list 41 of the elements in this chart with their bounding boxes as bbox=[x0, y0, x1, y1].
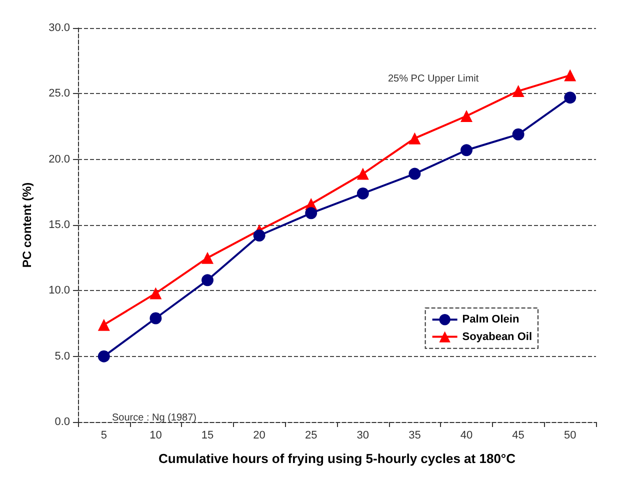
point bbox=[305, 207, 318, 220]
x-tick-label: 15 bbox=[201, 430, 214, 442]
annotation: 25% PC Upper Limit bbox=[388, 74, 479, 84]
point bbox=[512, 85, 524, 98]
y-tick-label: 20.0 bbox=[48, 153, 70, 166]
x-tick-label: 5 bbox=[100, 430, 107, 442]
legend-label: Palm Olein bbox=[462, 314, 520, 326]
x-tick-label: 25 bbox=[304, 430, 318, 442]
legend-label: Soyabean Oil bbox=[462, 330, 532, 343]
y-tick-label: 10.0 bbox=[48, 284, 70, 297]
point bbox=[98, 318, 110, 331]
annotation: Source : Ng (1987) bbox=[112, 412, 196, 424]
point bbox=[408, 132, 421, 144]
point bbox=[253, 230, 266, 242]
y-axis-title: PC content (%) bbox=[20, 182, 34, 268]
point bbox=[150, 312, 162, 324]
point bbox=[408, 168, 421, 180]
point bbox=[460, 110, 472, 122]
x-tick-label: 35 bbox=[408, 430, 421, 442]
point bbox=[460, 144, 472, 156]
y-tick-label: 25.0 bbox=[48, 88, 70, 100]
x-tick-label: 45 bbox=[512, 430, 524, 442]
y-tick-label: 5.0 bbox=[54, 350, 70, 362]
x-tick-label: 20 bbox=[253, 430, 266, 442]
x-axis-title: Cumulative hours of frying using 5-hourly cycles at 180°C bbox=[158, 451, 516, 466]
y-tick-label: 0.0 bbox=[54, 416, 70, 428]
point bbox=[150, 287, 162, 300]
point bbox=[356, 187, 369, 200]
x-tick-label: 30 bbox=[356, 430, 370, 442]
x-tick-label: 50 bbox=[564, 430, 576, 442]
point bbox=[512, 128, 524, 140]
y-tick-label: 30.0 bbox=[48, 22, 70, 34]
point bbox=[98, 350, 110, 362]
point bbox=[202, 252, 214, 264]
point bbox=[564, 92, 576, 104]
x-tick-label: 10 bbox=[150, 430, 162, 442]
point bbox=[202, 274, 214, 286]
point bbox=[564, 69, 576, 82]
x-tick-label: 40 bbox=[460, 430, 473, 442]
point bbox=[356, 168, 369, 180]
y-tick-label: 15.0 bbox=[48, 219, 70, 231]
